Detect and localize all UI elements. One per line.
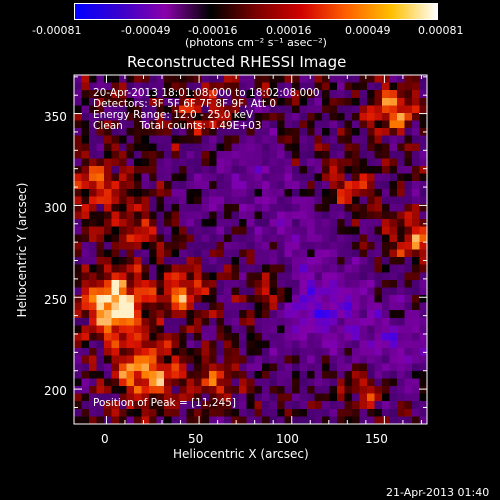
plot-title: Reconstructed RHESSI Image: [127, 53, 347, 71]
colorbar-tick-label: 0.00049: [345, 24, 391, 37]
colorbar-tick-label: 0.00081: [418, 24, 464, 37]
x-tick-label: 0: [101, 432, 109, 446]
peak-position: Position of Peak = [11,245]: [93, 397, 237, 409]
x-tick-label: 100: [276, 432, 299, 446]
y-tick-label: 250: [44, 293, 67, 307]
info-line-time: 20-Apr-2013 18:01:08.000 to 18:02:08.000: [93, 87, 320, 99]
info-line-energy: Energy Range: 12.0 - 25.0 keV: [93, 109, 254, 121]
colorbar-tick-label: -0.00049: [121, 24, 171, 37]
info-line-counts: Clean Total counts: 1.49E+03: [93, 120, 262, 132]
colorbar-tick-label: -0.00081: [32, 24, 82, 37]
y-axis-label: Heliocentric Y (arcsec): [15, 182, 29, 318]
colorbar-tick-label: -0.00016: [188, 24, 238, 37]
y-tick-label: 300: [44, 201, 67, 215]
colorbar-units: (photons cm⁻² s⁻¹ asec⁻²): [185, 36, 327, 49]
y-tick-label: 350: [44, 110, 67, 124]
timestamp: 21-Apr-2013 01:40: [386, 486, 490, 499]
info-line-detectors: Detectors: 3F 5F 6F 7F 8F 9F, Att 0: [93, 98, 277, 110]
x-axis-label: Heliocentric X (arcsec): [173, 447, 309, 461]
colorbar: [74, 3, 438, 20]
colorbar-tick-label: 0.00016: [266, 24, 312, 37]
y-tick-label: 200: [44, 384, 67, 398]
x-tick-label: 50: [188, 432, 204, 446]
x-tick-label: 150: [365, 432, 388, 446]
